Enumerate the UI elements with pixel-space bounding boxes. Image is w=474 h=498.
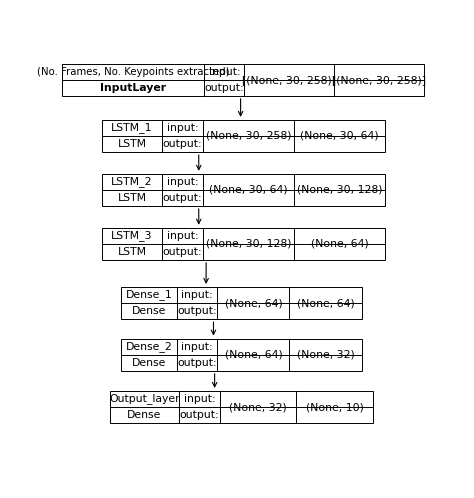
Text: Dense: Dense (132, 306, 166, 316)
Text: (None, 32): (None, 32) (297, 350, 355, 360)
Text: (None, 32): (None, 32) (229, 402, 287, 412)
Text: LSTM: LSTM (118, 247, 146, 257)
Text: input:: input: (167, 177, 198, 187)
Text: [(None, 30, 258)]: [(None, 30, 258)] (332, 75, 426, 85)
Text: LSTM_1: LSTM_1 (111, 123, 153, 133)
Text: input:: input: (182, 342, 213, 352)
Text: InputLayer: InputLayer (100, 83, 166, 93)
Text: (None, 64): (None, 64) (225, 298, 282, 308)
Text: Dense_1: Dense_1 (126, 289, 173, 300)
Text: output:: output: (163, 247, 202, 257)
Text: LSTM: LSTM (118, 193, 146, 203)
Text: Dense_2: Dense_2 (126, 341, 173, 352)
Text: output:: output: (163, 193, 202, 203)
Text: LSTM_3: LSTM_3 (111, 230, 153, 241)
Text: input:: input: (167, 231, 198, 241)
Bar (121, 339, 362, 371)
Bar (102, 174, 385, 206)
Text: output:: output: (177, 306, 217, 316)
Bar (63, 64, 423, 96)
Text: Output_layer: Output_layer (109, 393, 180, 404)
Text: input:: input: (167, 123, 198, 133)
Text: (No. Frames, No. Keypoints extracted): (No. Frames, No. Keypoints extracted) (37, 67, 229, 77)
Text: Dense: Dense (132, 358, 166, 368)
Text: LSTM_2: LSTM_2 (111, 176, 153, 187)
Text: output:: output: (180, 410, 219, 420)
Bar (102, 120, 385, 152)
Text: output:: output: (204, 83, 244, 93)
Text: (None, 64): (None, 64) (225, 350, 282, 360)
Text: (None, 64): (None, 64) (310, 239, 368, 249)
Text: LSTM: LSTM (118, 139, 146, 149)
Text: input:: input: (209, 67, 240, 77)
Text: Dense: Dense (128, 410, 162, 420)
Text: input:: input: (184, 394, 215, 404)
Text: input:: input: (182, 290, 213, 300)
Text: (None, 30, 128): (None, 30, 128) (297, 185, 382, 195)
Text: (None, 30, 128): (None, 30, 128) (206, 239, 291, 249)
Bar (121, 287, 362, 319)
Bar (109, 391, 373, 423)
Text: [(None, 30, 258)]: [(None, 30, 258)] (242, 75, 337, 85)
Text: (None, 30, 64): (None, 30, 64) (209, 185, 288, 195)
Bar (102, 228, 385, 260)
Text: output:: output: (177, 358, 217, 368)
Text: output:: output: (163, 139, 202, 149)
Text: (None, 64): (None, 64) (297, 298, 355, 308)
Text: (None, 10): (None, 10) (306, 402, 364, 412)
Text: (None, 30, 64): (None, 30, 64) (300, 131, 379, 141)
Text: (None, 30, 258): (None, 30, 258) (206, 131, 291, 141)
